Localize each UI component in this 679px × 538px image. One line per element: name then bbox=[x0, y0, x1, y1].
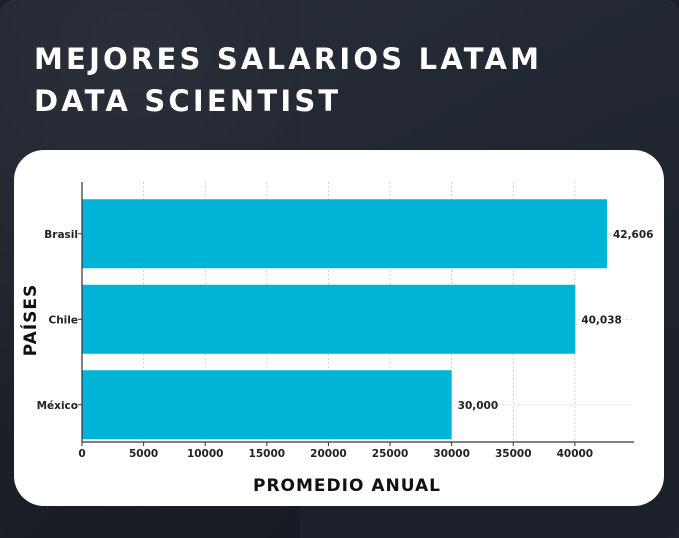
category-label: México bbox=[37, 400, 78, 412]
x-tick-label: 40000 bbox=[557, 448, 594, 460]
bar-brasil bbox=[82, 199, 607, 269]
bar-chile bbox=[82, 284, 576, 354]
x-tick-label: 25000 bbox=[372, 448, 409, 460]
labels: 0 5000 10000 15000 20000 25000 30000 35000 40000… bbox=[37, 229, 654, 460]
page-title: MEJORES SALARIOS LATAM DATA SCIENTIST bbox=[34, 38, 542, 122]
x-tick-label: 30000 bbox=[433, 448, 470, 460]
value-label: 30,000 bbox=[458, 400, 499, 412]
value-label: 42,606 bbox=[613, 229, 654, 241]
title-line-2: DATA SCIENTIST bbox=[34, 84, 342, 118]
title-line-1: MEJORES SALARIOS LATAM bbox=[34, 42, 543, 76]
axes bbox=[78, 182, 634, 446]
x-tick-label: 0 bbox=[78, 448, 85, 460]
x-tick-label: 35000 bbox=[495, 448, 532, 460]
category-label: Brasil bbox=[44, 229, 78, 241]
category-label: Chile bbox=[48, 314, 78, 326]
x-tick-label: 10000 bbox=[187, 448, 224, 460]
x-axis-title: PROMEDIO ANUAL bbox=[253, 476, 441, 496]
value-label: 40,038 bbox=[581, 314, 622, 326]
y-axis-title: PAÍSES bbox=[19, 284, 41, 356]
x-tick-label: 15000 bbox=[249, 448, 286, 460]
x-tick-label: 20000 bbox=[310, 448, 347, 460]
x-tick-label: 5000 bbox=[129, 448, 158, 460]
bar-méxico bbox=[82, 370, 452, 440]
bars bbox=[82, 199, 607, 440]
